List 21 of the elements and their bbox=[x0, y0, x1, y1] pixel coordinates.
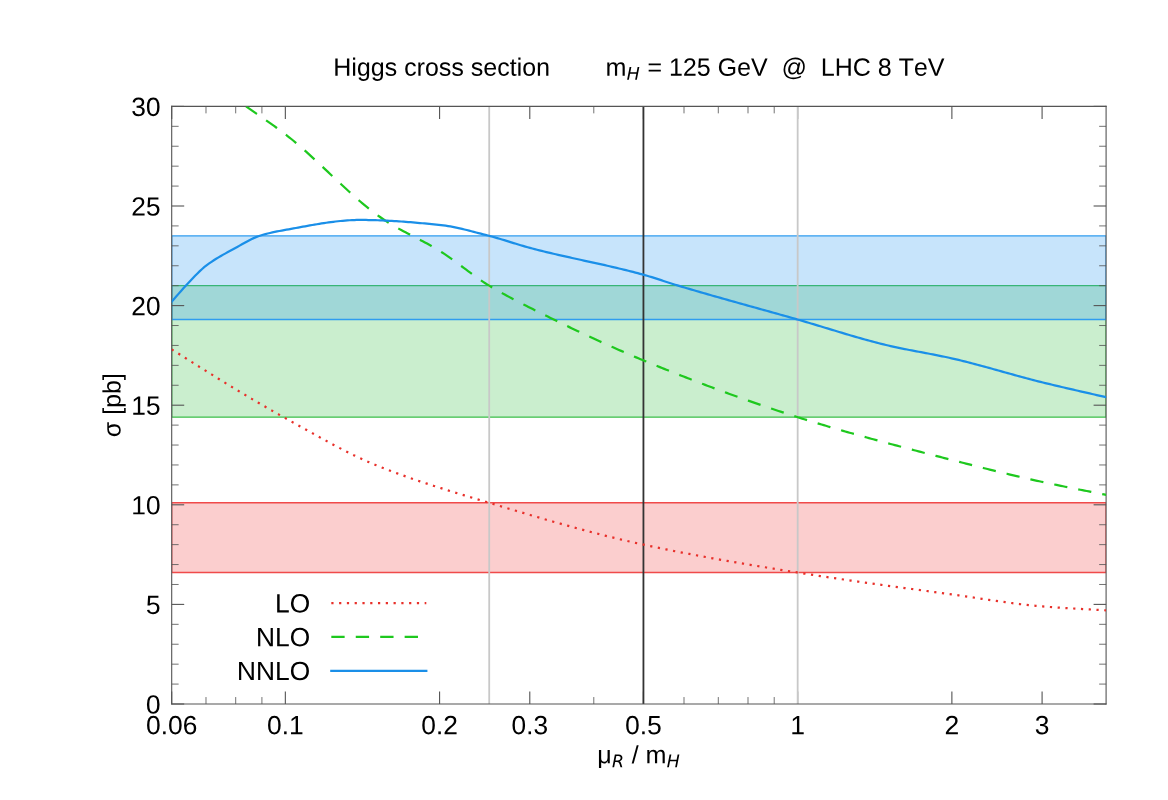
x-tick-label: 0.3 bbox=[512, 715, 547, 735]
x-tick-label: 0.5 bbox=[626, 715, 661, 735]
y-tick-label: 15 bbox=[133, 396, 160, 416]
x-tick-label: 3 bbox=[1035, 715, 1049, 735]
y-tick-label: 25 bbox=[132, 197, 160, 216]
y-tick-label: 0 bbox=[146, 695, 160, 714]
y-tick-label: 10 bbox=[133, 495, 160, 515]
y-tick-label: 5 bbox=[146, 595, 160, 615]
y-axis-title: σ [pb] bbox=[102, 374, 126, 437]
legend-label: NNLO bbox=[239, 661, 309, 681]
y-tick-label: 20 bbox=[132, 296, 160, 316]
x-tick-label: 0.2 bbox=[422, 715, 457, 735]
x-tick-label: 1 bbox=[792, 716, 804, 735]
legend-label: LO bbox=[277, 593, 309, 613]
y-tick-label: 30 bbox=[132, 97, 160, 117]
x-axis-title: μ$_{R}$ / m$_{H}$ bbox=[598, 745, 680, 769]
legend-label: NLO bbox=[258, 627, 309, 647]
x-tick-label: 2 bbox=[945, 715, 958, 735]
chart-title: Higgs cross section m$_{H}$ = 125 GeV @ LHC 8 TeV bbox=[335, 57, 945, 81]
x-tick-label: 0.1 bbox=[268, 715, 303, 735]
x-tick-label: 0.06 bbox=[147, 715, 197, 735]
